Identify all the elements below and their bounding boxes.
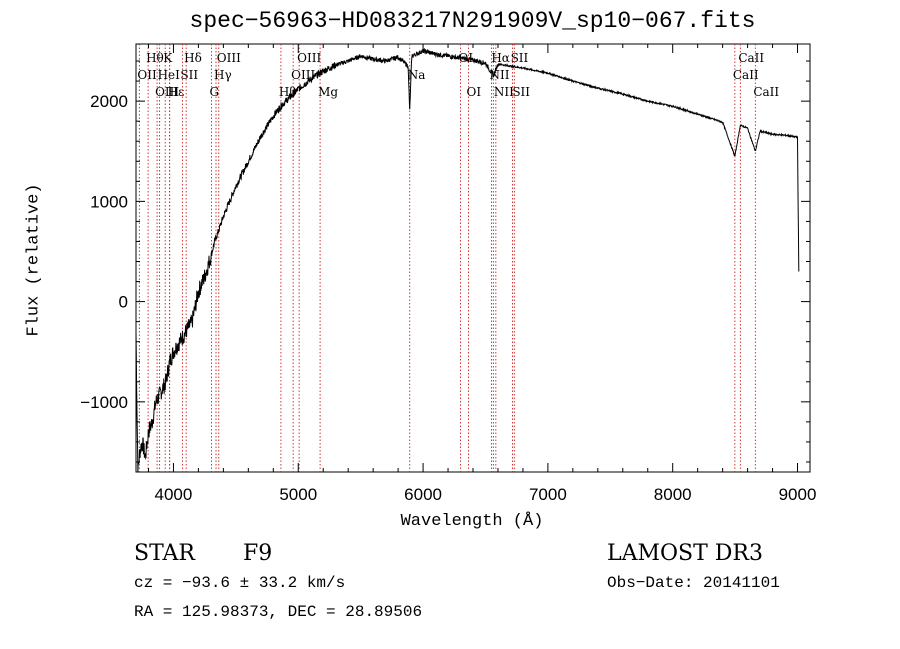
- y-axis-label: Flux (relative): [24, 183, 44, 337]
- line-label-24: CaII: [733, 68, 759, 82]
- x-tick-label-5: 9000: [779, 485, 817, 504]
- obs-date-label: Obs−Date: 20141101: [607, 574, 780, 592]
- spectrum-line: [135, 47, 800, 473]
- chart-title: spec−56963−HD083217N291909V_sp10−067.fit…: [189, 8, 756, 34]
- x-tick-label-0: 4000: [155, 485, 193, 504]
- x-tick-label-3: 7000: [529, 485, 567, 504]
- line-label-0: OII: [137, 68, 157, 82]
- line-label-10: Hγ: [214, 68, 232, 82]
- line-label-18: OI: [467, 85, 482, 99]
- y-tick-label-0: −1000: [80, 393, 128, 412]
- line-label-3: HeI: [158, 68, 181, 82]
- line-label-26: CaII: [753, 85, 779, 99]
- star-class-label: STAR: [134, 541, 195, 566]
- line-label-13: OIII: [291, 68, 315, 82]
- line-label-11: OIII: [217, 51, 241, 65]
- line-label-15: Mg: [318, 85, 338, 99]
- line-label-6: Hε: [168, 85, 185, 99]
- line-label-21: NII: [494, 85, 514, 99]
- line-label-8: Hδ: [184, 51, 202, 65]
- line-label-16: Na: [408, 68, 426, 82]
- x-tick-label-4: 8000: [654, 485, 692, 504]
- y-tick-label-1: 0: [119, 293, 128, 312]
- y-tick-label-2: 1000: [90, 192, 128, 211]
- line-label-2: OIII: [155, 85, 179, 99]
- line-label-22: SII: [511, 51, 529, 65]
- line-label-7: SII: [180, 68, 198, 82]
- line-label-5: H: [168, 85, 178, 99]
- line-label-1: Hθ: [146, 51, 164, 65]
- survey-label: LAMOST DR3: [607, 541, 763, 566]
- x-axis-label: Wavelength (Å): [400, 512, 544, 531]
- x-tick-label-1: 5000: [279, 485, 317, 504]
- y-tick-label-3: 2000: [90, 92, 128, 111]
- line-label-14: OIII: [297, 51, 321, 65]
- plot-frame: [135, 43, 811, 473]
- x-tick-label-2: 6000: [404, 485, 442, 504]
- velocity-label: cz = −93.6 ± 33.2 km/s: [134, 574, 346, 592]
- subclass-label: F9: [243, 541, 273, 566]
- coords-label: RA = 125.98373, DEC = 28.89506: [134, 603, 423, 621]
- line-label-25: CaII: [738, 51, 764, 65]
- line-label-4: K: [163, 51, 173, 65]
- line-label-23: SII: [512, 85, 530, 99]
- line-label-9: G: [210, 85, 220, 99]
